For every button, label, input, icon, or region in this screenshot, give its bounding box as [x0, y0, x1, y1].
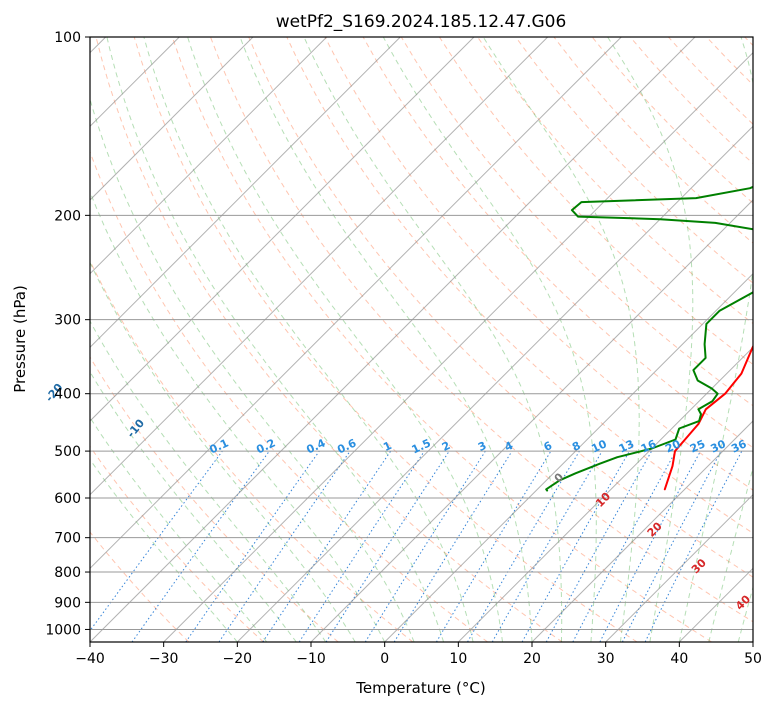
isotherm-line	[458, 37, 775, 642]
y-tick-label: 300	[54, 313, 81, 329]
dry-adiabat	[516, 37, 775, 642]
moist-adiabat	[22, 37, 355, 642]
mixing-ratio-label: 10	[589, 437, 609, 455]
y-tick-label: 500	[54, 444, 81, 460]
moist-adiabat-label: 30	[689, 556, 709, 576]
x-tick-label: 20	[523, 651, 541, 667]
isotherm-line	[237, 37, 775, 642]
mixing-ratio-label: 1	[381, 439, 393, 454]
isotherm-line	[385, 37, 775, 642]
profile-series	[546, 37, 775, 491]
mixing-ratio-label: 0.6	[335, 436, 358, 456]
x-axis-label: Temperature (°C)	[355, 679, 485, 697]
y-tick-label: 700	[54, 531, 81, 547]
mixing-ratio-label: 30	[708, 437, 728, 455]
y-axis-label: Pressure (hPa)	[11, 285, 29, 393]
y-tick-label: 200	[54, 208, 81, 224]
isotherm-line	[0, 37, 327, 642]
y-tick-label: 900	[54, 595, 81, 611]
dry-adiabat	[707, 37, 775, 642]
mixing-ratio-label: 0.1	[207, 436, 230, 456]
dry-adiabat	[745, 37, 775, 642]
x-tick-label: 50	[744, 651, 762, 667]
x-tick-label: −30	[149, 651, 179, 667]
mixing-ratio-line	[365, 451, 485, 642]
dry-adiabat	[0, 37, 264, 642]
dry-adiabat-label: -10	[124, 417, 147, 441]
x-tick-label: 10	[449, 651, 467, 667]
reference-line-labels: -100-90-80-70-60-50-40-30-20-100.10.20.4…	[0, 44, 753, 612]
profile-line	[546, 37, 775, 491]
mixing-ratio-line	[82, 451, 223, 642]
chart-title: wetPf2_S169.2024.185.12.47.G06	[276, 12, 567, 32]
y-axis: 100 200 300 400 500 600 700 800 900 1000	[45, 30, 90, 638]
moist-adiabat	[608, 37, 693, 642]
dry-adiabat	[134, 37, 637, 642]
x-tick-label: 30	[597, 651, 615, 667]
y-tick-label: 100	[54, 30, 81, 46]
isotherm-line	[90, 37, 695, 642]
mixing-ratio-label: 1.5	[410, 436, 433, 456]
isotherm-line	[0, 37, 400, 642]
mixing-ratio-label: 20	[663, 437, 683, 455]
mixing-ratio-line	[436, 451, 551, 642]
isotherm-line	[16, 37, 621, 642]
plot-frame	[90, 37, 753, 642]
profile-line	[665, 37, 775, 489]
isotherm-line	[164, 37, 769, 642]
mixing-ratio-label: 25	[688, 437, 707, 455]
isotherm-line	[679, 37, 775, 642]
y-tick-label: 600	[54, 491, 81, 507]
y-tick-label: 1000	[45, 622, 81, 638]
dry-adiabat	[20, 37, 413, 642]
moist-adiabat	[240, 37, 532, 642]
x-tick-label: 40	[670, 651, 688, 667]
mixing-ratio-line	[522, 451, 629, 642]
isotherm-line	[753, 37, 775, 642]
x-axis: −40 −30 −20 −10 0 10 20 30 40 50	[75, 642, 762, 667]
dry-adiabat	[668, 37, 775, 642]
dry-adiabat	[58, 37, 488, 642]
moist-adiabat	[738, 37, 775, 642]
mixing-ratio-line	[326, 451, 449, 642]
x-tick-label: −40	[75, 651, 105, 667]
mixing-ratio-line	[263, 451, 391, 642]
moist-adiabat	[188, 37, 503, 642]
moist-adiabat	[304, 37, 562, 642]
moist-adiabat	[0, 37, 237, 642]
y-tick-label: 800	[54, 565, 81, 581]
mixing-ratio-label: 0.2	[254, 436, 277, 456]
background-lines	[0, 37, 775, 642]
isotherm-line	[532, 37, 775, 642]
isotherm-line	[0, 37, 474, 642]
moist-adiabat-label: 20	[645, 519, 665, 539]
y-tick-label: 400	[54, 387, 81, 403]
dry-adiabat	[0, 37, 338, 642]
mixing-ratio-label: 16	[639, 437, 659, 455]
x-tick-label: −20	[223, 651, 253, 667]
mixing-ratio-label: 36	[729, 437, 749, 455]
mixing-ratio-label: 4	[503, 439, 516, 454]
mixing-ratio-label: 0.4	[304, 436, 327, 456]
isotherm-line	[0, 37, 253, 642]
dry-adiabat	[592, 37, 775, 642]
x-tick-label: 0	[380, 651, 389, 667]
x-tick-label: −10	[296, 651, 326, 667]
